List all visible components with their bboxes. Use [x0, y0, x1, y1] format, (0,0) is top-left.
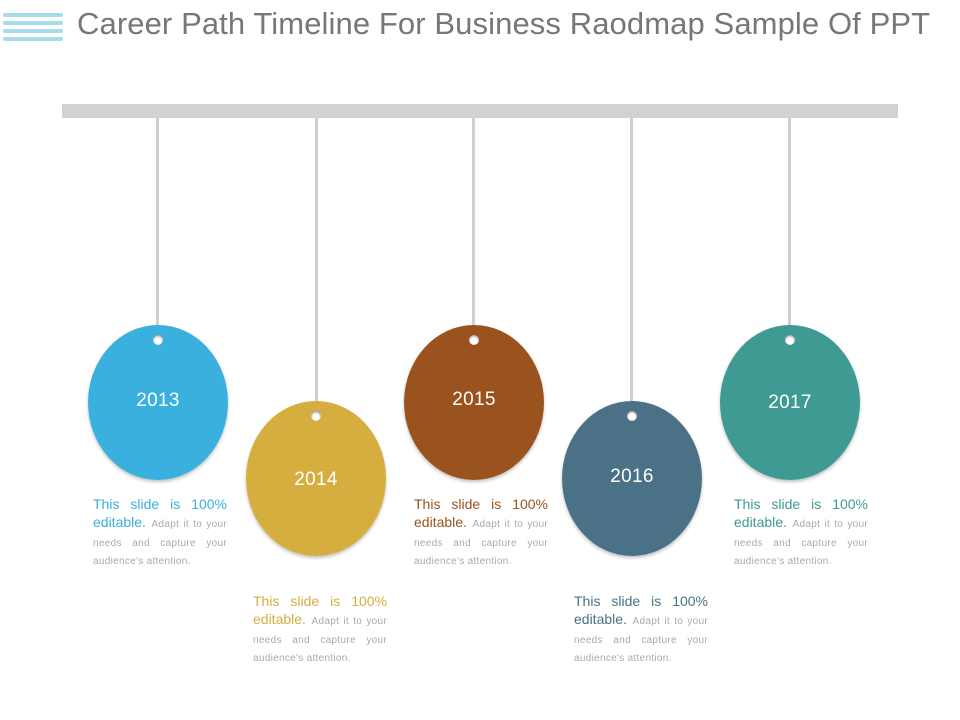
- description-lead: This slide is 100% editable.: [253, 593, 387, 628]
- hanging-string-2016: [630, 118, 633, 409]
- hanging-string-2013: [156, 118, 159, 332]
- year-ornament-2014: 2014: [246, 401, 386, 556]
- description-2014: This slide is 100% editable. Adapt it to…: [253, 593, 387, 667]
- year-label: 2014: [294, 469, 338, 490]
- hanger-hole: [153, 335, 163, 345]
- year-ornament-2015: 2015: [404, 325, 544, 480]
- hanger-hole: [469, 335, 479, 345]
- hanging-string-2015: [472, 118, 475, 332]
- description-lead: This slide is 100% editable.: [734, 496, 868, 531]
- description-lead: This slide is 100% editable.: [574, 593, 708, 628]
- hanging-string-2014: [315, 118, 318, 409]
- hanger-hole: [785, 335, 795, 345]
- year-ornament-2013: 2013: [88, 325, 228, 480]
- hanging-string-2017: [788, 118, 791, 332]
- description-2013: This slide is 100% editable. Adapt it to…: [93, 496, 227, 570]
- description-2016: This slide is 100% editable. Adapt it to…: [574, 593, 708, 667]
- description-body: Adapt it to your needs and capture your …: [574, 616, 709, 665]
- description-2017: This slide is 100% editable. Adapt it to…: [734, 496, 868, 570]
- timeline-bar: [62, 104, 898, 118]
- year-label: 2015: [452, 389, 496, 410]
- description-body: Adapt it to your needs and capture your …: [253, 616, 388, 665]
- menu-lines-icon: [3, 13, 63, 45]
- hanger-hole: [627, 411, 637, 421]
- year-label: 2013: [136, 390, 180, 411]
- description-2015: This slide is 100% editable. Adapt it to…: [414, 496, 548, 570]
- year-ornament-2016: 2016: [562, 401, 702, 556]
- description-body: Adapt it to your needs and capture your …: [734, 519, 869, 568]
- description-lead: This slide is 100% editable.: [93, 496, 227, 531]
- page-title: Career Path Timeline For Business Raodma…: [77, 6, 931, 41]
- description-body: Adapt it to your needs and capture your …: [414, 519, 549, 568]
- year-label: 2017: [768, 392, 812, 413]
- year-ornament-2017: 2017: [720, 325, 860, 480]
- hanger-hole: [311, 411, 321, 421]
- year-label: 2016: [610, 466, 654, 487]
- description-lead: This slide is 100% editable.: [414, 496, 548, 531]
- description-body: Adapt it to your needs and capture your …: [93, 519, 228, 568]
